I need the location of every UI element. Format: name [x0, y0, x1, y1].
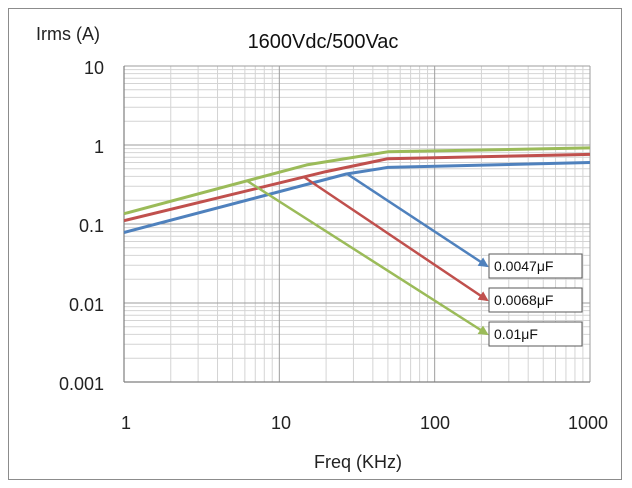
legend-box-3 — [488, 321, 583, 347]
series-line-2 — [123, 152, 591, 223]
series-line-1 — [123, 161, 591, 234]
legend-label-1: 0.0047μF — [494, 258, 553, 274]
x-axis-label: Freq (KHz) — [314, 452, 402, 472]
x-tick-label: 100 — [420, 413, 450, 433]
legend-label-2: 0.0068μF — [494, 292, 553, 308]
y-tick-label: 0.01 — [69, 295, 104, 315]
legend-label-3: 0.01μF — [494, 326, 538, 342]
legend-callouts: 0.0047μF 0.0068μF 0.01μF — [246, 172, 583, 347]
x-tick-label: 1 — [121, 413, 131, 433]
legend-box-2 — [488, 287, 583, 313]
plot-grid — [123, 65, 591, 383]
callout-arrow-1 — [346, 172, 489, 268]
callout-arrow-2 — [303, 175, 489, 302]
chart-title: 1600Vdc/500Vac — [248, 31, 399, 53]
x-tick-label: 1000 — [568, 413, 608, 433]
y-tick-label: 10 — [84, 58, 104, 78]
y-tick-label: 0.1 — [79, 216, 104, 236]
y-axis-label: Irms (A) — [36, 24, 100, 44]
callout-arrow-3 — [246, 179, 489, 336]
y-tick-label: 0.001 — [59, 374, 104, 394]
legend-box-1 — [488, 253, 583, 279]
series-layer — [123, 146, 591, 234]
x-tick-label: 10 — [271, 413, 291, 433]
chart-frame — [8, 8, 622, 480]
series-line-3 — [123, 146, 591, 216]
y-tick-label: 1 — [94, 137, 104, 157]
